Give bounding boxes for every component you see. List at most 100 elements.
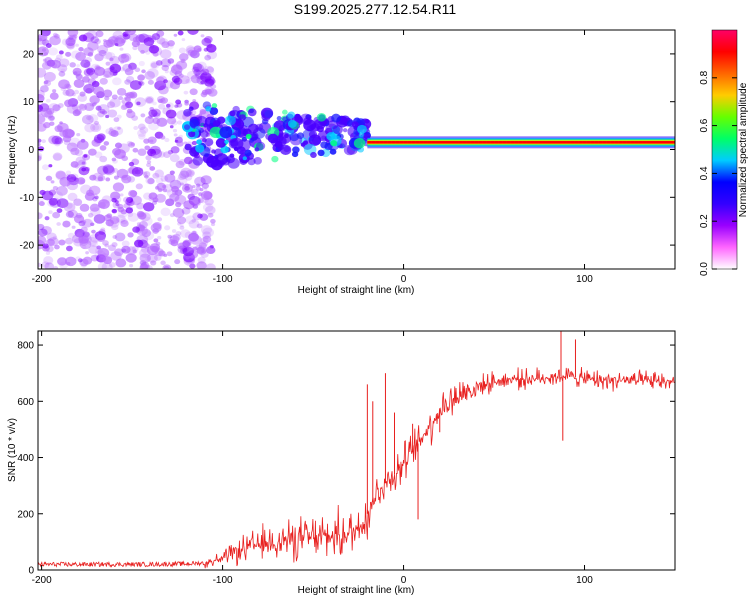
heatmap-cell <box>125 101 134 109</box>
heatmap-cell <box>52 211 61 219</box>
heatmap-cell <box>80 226 88 233</box>
heatmap-cell <box>96 133 106 141</box>
heatmap-cell <box>135 183 143 190</box>
heatmap-cell <box>132 36 140 43</box>
heatmap-cell <box>201 182 209 189</box>
heatmap-cell <box>164 69 169 74</box>
heatmap-cell <box>62 220 71 228</box>
spectrogram-heatmap <box>38 30 675 269</box>
heatmap-cell <box>97 176 104 182</box>
heatmap-cell <box>142 242 150 249</box>
snr-y-axis: 0 200 400 600 800 <box>17 341 675 577</box>
heatmap-cell <box>375 141 380 144</box>
heatmap-cell <box>173 133 178 137</box>
heatmap-cell <box>94 38 101 45</box>
x-tick-label: -100 <box>213 575 233 586</box>
heatmap-cell <box>189 196 202 207</box>
heatmap-cell <box>167 58 175 64</box>
heatmap-cell <box>146 162 152 168</box>
heatmap-cell <box>111 242 118 248</box>
heatmap-cell <box>128 62 137 70</box>
heatmap-cell <box>151 200 158 205</box>
heatmap-cell <box>342 128 348 133</box>
heatmap-cell <box>211 149 216 154</box>
heatmap-cell <box>60 86 67 92</box>
heatmap-cell <box>53 140 61 147</box>
heatmap-cell <box>284 133 289 139</box>
heatmap-cell <box>134 97 147 107</box>
heatmap-cell <box>169 170 175 175</box>
heatmap-cell <box>153 112 161 119</box>
heatmap-cell <box>157 235 162 240</box>
heatmap-cell <box>203 36 213 44</box>
heatmap-cell <box>147 136 157 145</box>
heatmap-cell <box>64 83 71 89</box>
heatmap-cell <box>183 200 195 210</box>
heatmap-cell <box>165 42 174 50</box>
heatmap-cell <box>391 141 396 144</box>
heatmap-cell <box>59 121 63 125</box>
heatmap-cell <box>431 141 436 144</box>
heatmap-cell <box>175 231 182 236</box>
heatmap-cell <box>117 203 124 210</box>
heatmap-cell <box>427 141 432 144</box>
heatmap-cell <box>403 141 408 144</box>
heatmap-cell <box>89 95 100 105</box>
heatmap-cell <box>113 117 120 123</box>
heatmap-cell <box>125 30 136 36</box>
heatmap-cell <box>44 57 53 64</box>
heatmap-cell <box>42 164 50 171</box>
heatmap-cell <box>64 99 74 108</box>
heatmap-cell <box>89 203 100 212</box>
heatmap-cell <box>91 229 96 234</box>
heatmap-cell <box>38 262 42 267</box>
heatmap-cell <box>58 71 66 77</box>
heatmap-cell <box>108 244 117 252</box>
y-tick-label: 800 <box>17 341 34 352</box>
heatmap-cell <box>49 116 55 121</box>
heatmap-cell <box>103 214 112 222</box>
heatmap-cell <box>58 58 70 68</box>
heatmap-cell <box>141 229 152 238</box>
heatmap-cell <box>43 80 52 87</box>
heatmap-cell <box>165 109 177 119</box>
heatmap-cell <box>206 50 218 60</box>
heatmap-cell <box>94 151 103 158</box>
heatmap-cell <box>67 179 75 185</box>
heatmap-cell <box>144 96 155 105</box>
y-tick-label: 200 <box>17 509 34 520</box>
heatmap-cell <box>84 123 96 133</box>
heatmap-cell <box>634 141 639 144</box>
heatmap-cell <box>179 75 190 85</box>
heatmap-cell <box>45 43 52 48</box>
heatmap-cell <box>174 104 179 108</box>
heatmap-cell <box>217 116 226 124</box>
heatmap-cell <box>367 141 372 144</box>
colorbar-tick-label: 0.6 <box>699 118 710 132</box>
heatmap-cell <box>73 198 83 206</box>
heatmap-cell <box>152 197 159 203</box>
heatmap-cell <box>53 266 59 269</box>
heatmap-cell <box>126 140 133 147</box>
y-tick-label: 400 <box>17 453 34 464</box>
heatmap-cell <box>139 263 151 269</box>
heatmap-cell <box>215 153 229 165</box>
heatmap-cell <box>93 134 105 143</box>
heatmap-cell <box>155 60 163 66</box>
heatmap-cell <box>184 124 191 130</box>
heatmap-cell <box>203 191 213 200</box>
heatmap-cell <box>79 203 90 212</box>
heatmap-cell <box>73 78 85 88</box>
heatmap-cell <box>38 196 44 202</box>
heatmap-cell <box>192 63 204 73</box>
heatmap-cell <box>72 109 81 117</box>
heatmap-cell <box>184 231 194 239</box>
heatmap-cell <box>155 186 160 190</box>
heatmap-cell <box>185 78 191 84</box>
heatmap-cell <box>101 262 113 269</box>
heatmap-cell <box>192 62 203 71</box>
heatmap-cell <box>642 141 647 144</box>
heatmap-cell <box>196 246 207 255</box>
heatmap-cell <box>184 143 192 151</box>
